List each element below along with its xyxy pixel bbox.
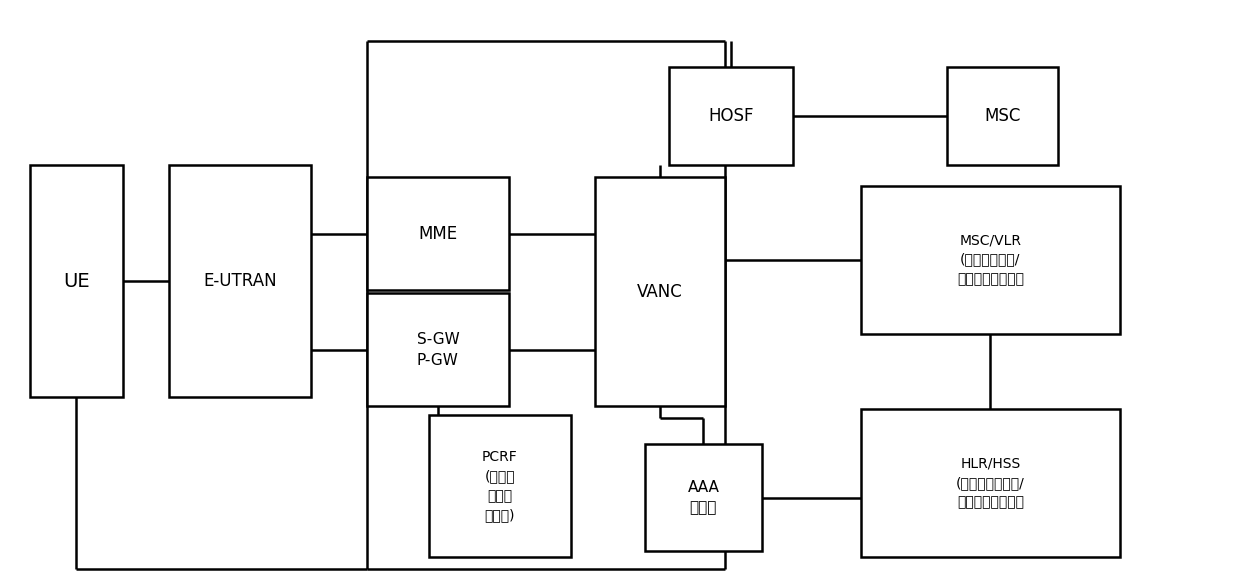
Text: S-GW
P-GW: S-GW P-GW [417,332,459,367]
Text: MSC/VLR
(移动交换中心/
拜访位置寄存器）: MSC/VLR (移动交换中心/ 拜访位置寄存器） [957,233,1024,286]
FancyBboxPatch shape [30,165,123,397]
FancyBboxPatch shape [670,67,792,165]
FancyBboxPatch shape [645,444,761,551]
FancyBboxPatch shape [861,409,1120,557]
FancyBboxPatch shape [429,415,570,557]
Text: UE: UE [63,272,89,291]
Text: E-UTRAN: E-UTRAN [203,272,278,291]
Text: MME: MME [418,224,458,243]
Text: HLR/HSS
(归属位置寄存器/
归属用户服务器）: HLR/HSS (归属位置寄存器/ 归属用户服务器） [956,456,1024,510]
FancyBboxPatch shape [947,67,1058,165]
FancyBboxPatch shape [170,165,311,397]
Text: PCRF
(策略与
计费规
则功能): PCRF (策略与 计费规 则功能) [482,449,517,522]
Text: HOSF: HOSF [708,107,754,125]
FancyBboxPatch shape [595,177,725,406]
FancyBboxPatch shape [367,293,508,406]
Text: MSC: MSC [985,107,1021,125]
FancyBboxPatch shape [861,186,1120,333]
Text: AAA
服务器: AAA 服务器 [687,479,719,516]
FancyBboxPatch shape [367,177,508,290]
Text: VANC: VANC [637,282,683,301]
